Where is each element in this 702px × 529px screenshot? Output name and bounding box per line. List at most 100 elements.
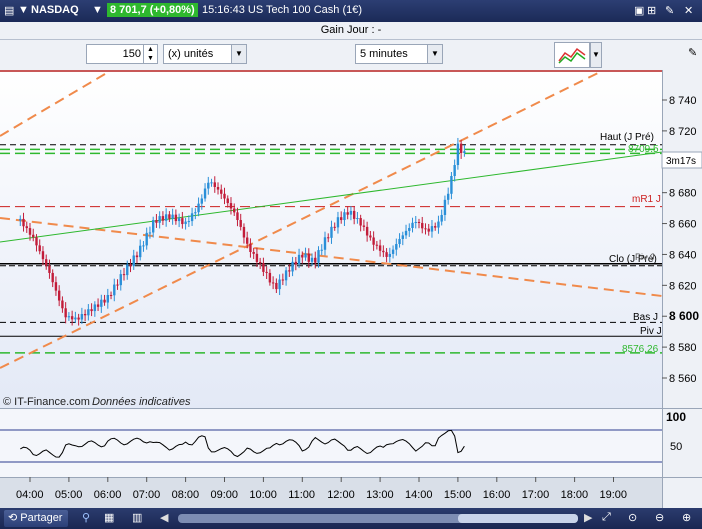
candle-body <box>252 251 255 254</box>
table-icon[interactable]: ▦ <box>104 512 115 524</box>
time-tick-label: 14:00 <box>405 489 433 501</box>
candle-body <box>294 261 298 265</box>
symbol-label: NASDAQ <box>31 4 79 16</box>
price-tick-label: 8 600 <box>669 309 699 323</box>
candle-body <box>352 210 356 219</box>
zoom-fit-icon[interactable]: ⊙ <box>628 512 638 524</box>
scroll-end-icon[interactable]: ▶ <box>584 512 593 524</box>
time-tick-label: 05:00 <box>55 489 83 501</box>
candle-body <box>310 257 314 262</box>
interval-select[interactable]: 5 minutes ▼ <box>355 44 443 64</box>
scroll-start-icon[interactable]: ◀ <box>160 512 169 524</box>
level-label-piv2: Piv J <box>640 326 662 337</box>
candle-body <box>129 264 132 267</box>
candle-body <box>430 226 434 232</box>
candle-body <box>22 218 25 227</box>
dropdown-icon[interactable]: ▼ <box>92 4 103 16</box>
share-button[interactable]: ⟲ Partager <box>4 510 69 527</box>
countdown-label: 3m17s <box>666 156 696 167</box>
grid-icon[interactable]: ⊞ <box>647 5 657 17</box>
price-tick-label: 8 640 <box>669 249 697 261</box>
zoom-out-icon[interactable]: ⊖ <box>655 512 665 524</box>
candle-body <box>362 225 366 227</box>
price-tick-label: 8 560 <box>669 373 697 385</box>
candle-body <box>434 226 437 228</box>
candle-body <box>80 313 84 320</box>
menu-icon[interactable]: ▤ <box>4 5 15 17</box>
pin-icon[interactable]: ✎ <box>665 5 675 17</box>
candle-body <box>262 263 265 272</box>
chevron-down-icon[interactable]: ▼ <box>427 45 442 63</box>
candle-body <box>359 218 362 226</box>
collapse-icon[interactable]: ▼ <box>18 4 29 16</box>
candle-body <box>463 151 466 153</box>
time-tick-label: 12:00 <box>327 489 355 501</box>
window-icon[interactable]: ▣ <box>634 5 645 17</box>
close-icon[interactable]: ✕ <box>684 5 694 17</box>
candle-body <box>408 227 411 231</box>
price-tick-label: 8 680 <box>669 188 697 200</box>
candle-body <box>346 212 349 215</box>
countdown-box <box>661 151 702 169</box>
candle-body <box>245 237 249 244</box>
time-scrollbar[interactable] <box>178 514 578 523</box>
candle-body <box>268 272 272 283</box>
rsi-tick-100: 100 <box>666 410 686 424</box>
candle-body <box>265 271 268 273</box>
candle-body <box>427 228 430 232</box>
candle-body <box>288 270 291 272</box>
candle-body <box>307 253 310 262</box>
candle-body <box>424 228 427 230</box>
candle-body <box>414 221 417 223</box>
candle-body <box>459 143 463 153</box>
chevron-down-icon[interactable]: ▼ <box>231 45 246 63</box>
candle-body <box>417 221 421 223</box>
candle-body <box>28 228 32 235</box>
candle-body <box>453 165 456 177</box>
candle-body <box>67 316 71 318</box>
candle-body <box>242 226 246 238</box>
credit-label: © IT-Finance.com <box>3 396 90 408</box>
candle-body <box>126 264 129 276</box>
link-icon[interactable]: ⚲ <box>82 512 91 524</box>
candle-body <box>385 252 388 257</box>
candle-body <box>317 250 320 263</box>
chart-type-button[interactable] <box>554 42 590 68</box>
candle-body <box>223 193 226 199</box>
time-tick-label: 18:00 <box>561 489 589 501</box>
candle-body <box>323 237 327 250</box>
unit-select[interactable]: (x) unités ▼ <box>163 44 247 64</box>
columns-icon[interactable]: ▥ <box>132 512 143 524</box>
candle-body <box>443 199 447 215</box>
candle-body <box>96 304 100 307</box>
scrollbar-thumb[interactable] <box>458 514 578 523</box>
candle-body <box>278 279 281 290</box>
candle-body <box>151 220 155 233</box>
candle-body <box>336 217 340 228</box>
candle-body <box>64 308 67 318</box>
zoom-in-icon[interactable]: ⊕ <box>682 512 692 524</box>
candle-body <box>304 253 307 258</box>
expand-icon[interactable]: ⤢ <box>602 511 611 523</box>
bottom-bar: ⟲ Partager ⚲ ▦ ▥ ◀ ▶ ⤢ ⊙ ⊖ ⊕ <box>0 508 702 529</box>
candle-body <box>148 232 152 234</box>
candle-body <box>207 182 210 189</box>
candle-body <box>437 221 440 228</box>
candle-body <box>401 235 404 239</box>
candle-body <box>135 255 139 258</box>
quantity-stepper[interactable]: 150 ▲ ▼ <box>86 44 158 64</box>
toolbar: 150 ▲ ▼ (x) unités ▼ 5 minutes ▼ ▼ ✎ <box>0 40 702 70</box>
candle-body <box>297 254 301 265</box>
properties-icon[interactable]: ✎ <box>688 47 698 59</box>
candle-body <box>93 304 97 312</box>
time-label: 15:16:43 US Tech 100 Cash (1€) <box>202 4 363 16</box>
credit-note: Données indicatives <box>92 396 191 408</box>
candle-body <box>155 220 158 223</box>
candle-body <box>119 274 122 286</box>
chart-type-dropdown-icon[interactable]: ▼ <box>590 42 602 68</box>
stepper-arrows-icon[interactable]: ▲ ▼ <box>143 45 157 63</box>
interval-value: 5 minutes <box>360 48 408 60</box>
candle-body <box>411 222 414 228</box>
candle-body <box>281 279 285 281</box>
